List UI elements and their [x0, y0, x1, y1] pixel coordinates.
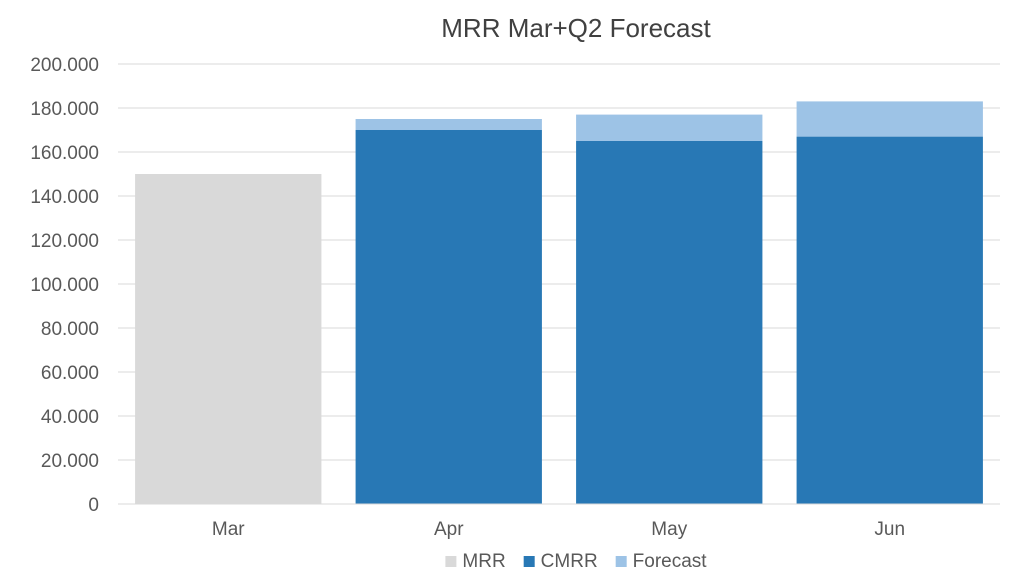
bar-mrr-mar: [135, 174, 322, 504]
legend-label-mrr: MRR: [462, 551, 505, 572]
y-tick-label: 60.000: [41, 363, 99, 384]
y-tick-label: 180.000: [30, 99, 99, 120]
axes: 0 20.000 40.000 60.000 80.000 100.000 120.000 1…: [30, 55, 1000, 540]
x-tick-label: Mar: [212, 519, 245, 540]
y-tick-label: 0: [88, 495, 99, 516]
y-tick-label: 120.000: [30, 231, 99, 252]
legend-swatch-mrr: [445, 556, 457, 567]
y-tick-label: 160.000: [30, 143, 99, 164]
legend-swatch-cmrr: [523, 556, 535, 567]
x-tick-label: May: [651, 519, 687, 540]
y-tick-label: 40.000: [41, 407, 99, 428]
legend: MRR CMRR Forecast: [445, 551, 707, 572]
bar-cmrr-apr: [355, 130, 542, 504]
x-tick-label: Apr: [434, 519, 464, 540]
y-tick-label: 20.000: [41, 451, 99, 472]
y-tick-label: 200.000: [30, 55, 99, 76]
bar-forecast-may: [576, 114, 763, 141]
chart-title: MRR Mar+Q2 Forecast: [441, 13, 711, 43]
bar-cmrr-may: [576, 141, 763, 504]
legend-label-forecast: Forecast: [633, 551, 708, 572]
x-tick-label: Jun: [874, 519, 905, 540]
y-tick-label: 100.000: [30, 275, 99, 296]
legend-label-cmrr: CMRR: [541, 551, 598, 572]
y-tick-label: 80.000: [41, 319, 99, 340]
bars: [135, 101, 983, 504]
bar-forecast-jun: [796, 101, 983, 137]
y-tick-label: 140.000: [30, 187, 99, 208]
legend-swatch-forecast: [615, 556, 627, 567]
bar-forecast-apr: [355, 119, 542, 130]
bar-cmrr-jun: [796, 136, 983, 504]
